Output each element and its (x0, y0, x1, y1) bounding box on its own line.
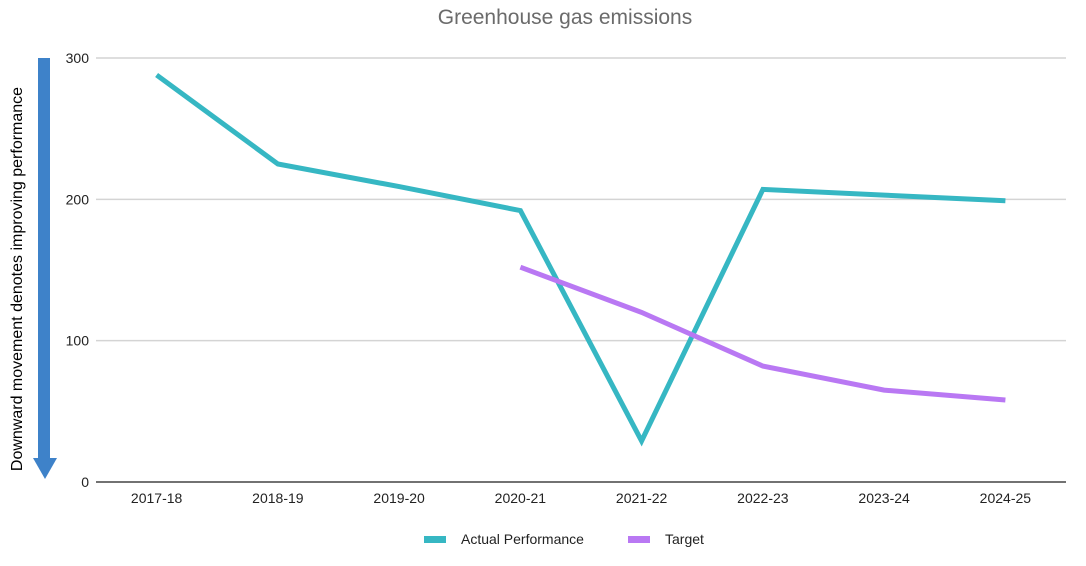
legend-swatch-actual (424, 536, 446, 543)
direction-indicator: Downward movement denotes improving perf… (9, 58, 57, 479)
direction-arrow-shaft (38, 58, 50, 458)
series-lines (155, 72, 1006, 447)
series-line-target (519, 264, 1006, 403)
legend-label-actual: Actual Performance (461, 531, 584, 547)
legend-swatch-target (628, 536, 650, 543)
gridlines (96, 57, 1066, 342)
x-tick-label: 2017-18 (131, 490, 183, 506)
x-tick-label: 2022-23 (737, 490, 789, 506)
legend-item-actual: Actual Performance (424, 531, 584, 547)
legend-label-target: Target (665, 531, 704, 547)
legend-item-target: Target (628, 531, 704, 547)
x-tick-label: 2020-21 (495, 490, 547, 506)
x-tick-label: 2024-25 (980, 490, 1032, 506)
chart-title: Greenhouse gas emissions (438, 6, 692, 29)
y-tick-label: 100 (66, 333, 90, 349)
series-line-actual (155, 72, 1006, 447)
direction-label: Downward movement denotes improving perf… (9, 87, 26, 471)
x-tick-label: 2019-20 (373, 490, 425, 506)
y-axis-ticks: 0 100 200 300 (66, 50, 90, 490)
y-tick-label: 300 (66, 50, 90, 66)
direction-arrow-head (33, 458, 57, 479)
legend: Actual Performance Target (424, 531, 704, 547)
x-tick-label: 2018-19 (252, 490, 304, 506)
y-tick-label: 200 (66, 191, 90, 207)
x-axis-ticks: 2017-18 2018-19 2019-20 2020-21 2021-22 2022-… (131, 490, 1031, 506)
x-tick-label: 2021-22 (616, 490, 668, 506)
x-tick-label: 2023-24 (858, 490, 910, 506)
y-tick-label: 0 (81, 474, 89, 490)
